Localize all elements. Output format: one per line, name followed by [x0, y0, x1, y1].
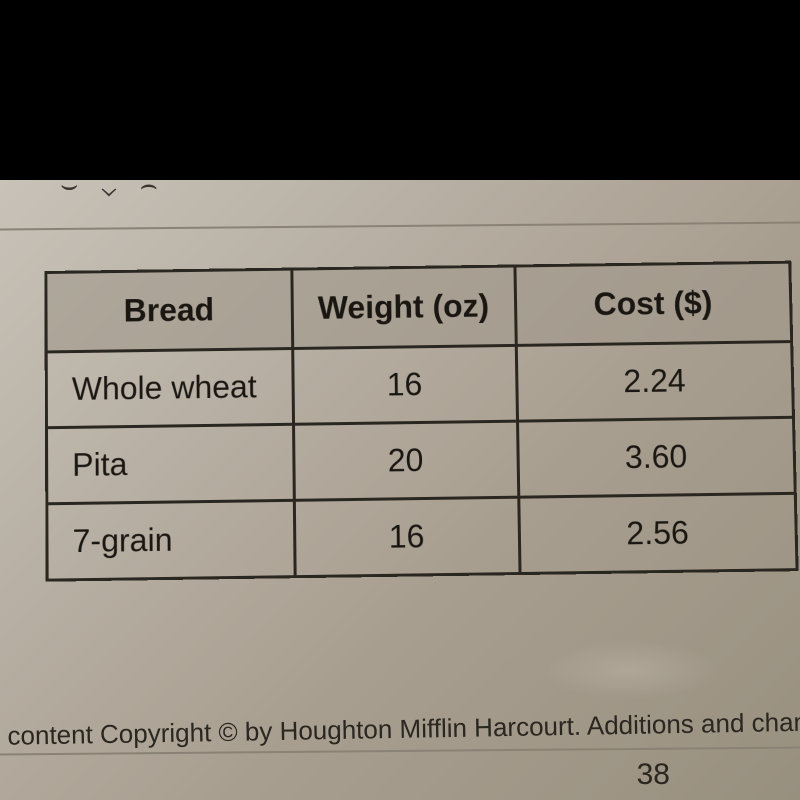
cell-cost: 2.56	[518, 493, 797, 573]
cell-bread: Whole wheat	[46, 349, 293, 428]
copyright-text: al content Copyright © by Houghton Miffl…	[0, 707, 800, 752]
cell-bread: 7-grain	[47, 500, 295, 580]
table-row: Pita 20 3.60	[46, 417, 795, 503]
bread-price-table: Bread Weight (oz) Cost ($) Whole wheat 1…	[44, 261, 798, 582]
black-region	[0, 0, 800, 180]
table-row: Whole wheat 16 2.24	[46, 342, 793, 428]
top-divider	[0, 222, 800, 231]
glare-overlay	[540, 640, 720, 700]
header-weight: Weight (oz)	[291, 266, 515, 349]
cell-weight: 16	[294, 497, 520, 576]
cell-cost: 2.24	[516, 342, 794, 422]
cell-weight: 20	[293, 421, 518, 500]
cell-bread: Pita	[46, 424, 293, 504]
header-bread: Bread	[46, 269, 292, 352]
handwriting-marks: ⌣ ⌄ ⌢	[60, 180, 260, 210]
paper-background: ⌣ ⌄ ⌢ Bread Weight (oz) Cost ($) Whole w…	[0, 180, 800, 800]
table-row: 7-grain 16 2.56	[47, 493, 797, 580]
bread-table-container: Bread Weight (oz) Cost ($) Whole wheat 1…	[44, 261, 798, 582]
table-header-row: Bread Weight (oz) Cost ($)	[46, 262, 792, 352]
header-cost: Cost ($)	[515, 262, 792, 345]
cell-cost: 3.60	[517, 417, 795, 497]
cell-weight: 16	[292, 345, 517, 424]
page-number: 38	[637, 758, 670, 792]
